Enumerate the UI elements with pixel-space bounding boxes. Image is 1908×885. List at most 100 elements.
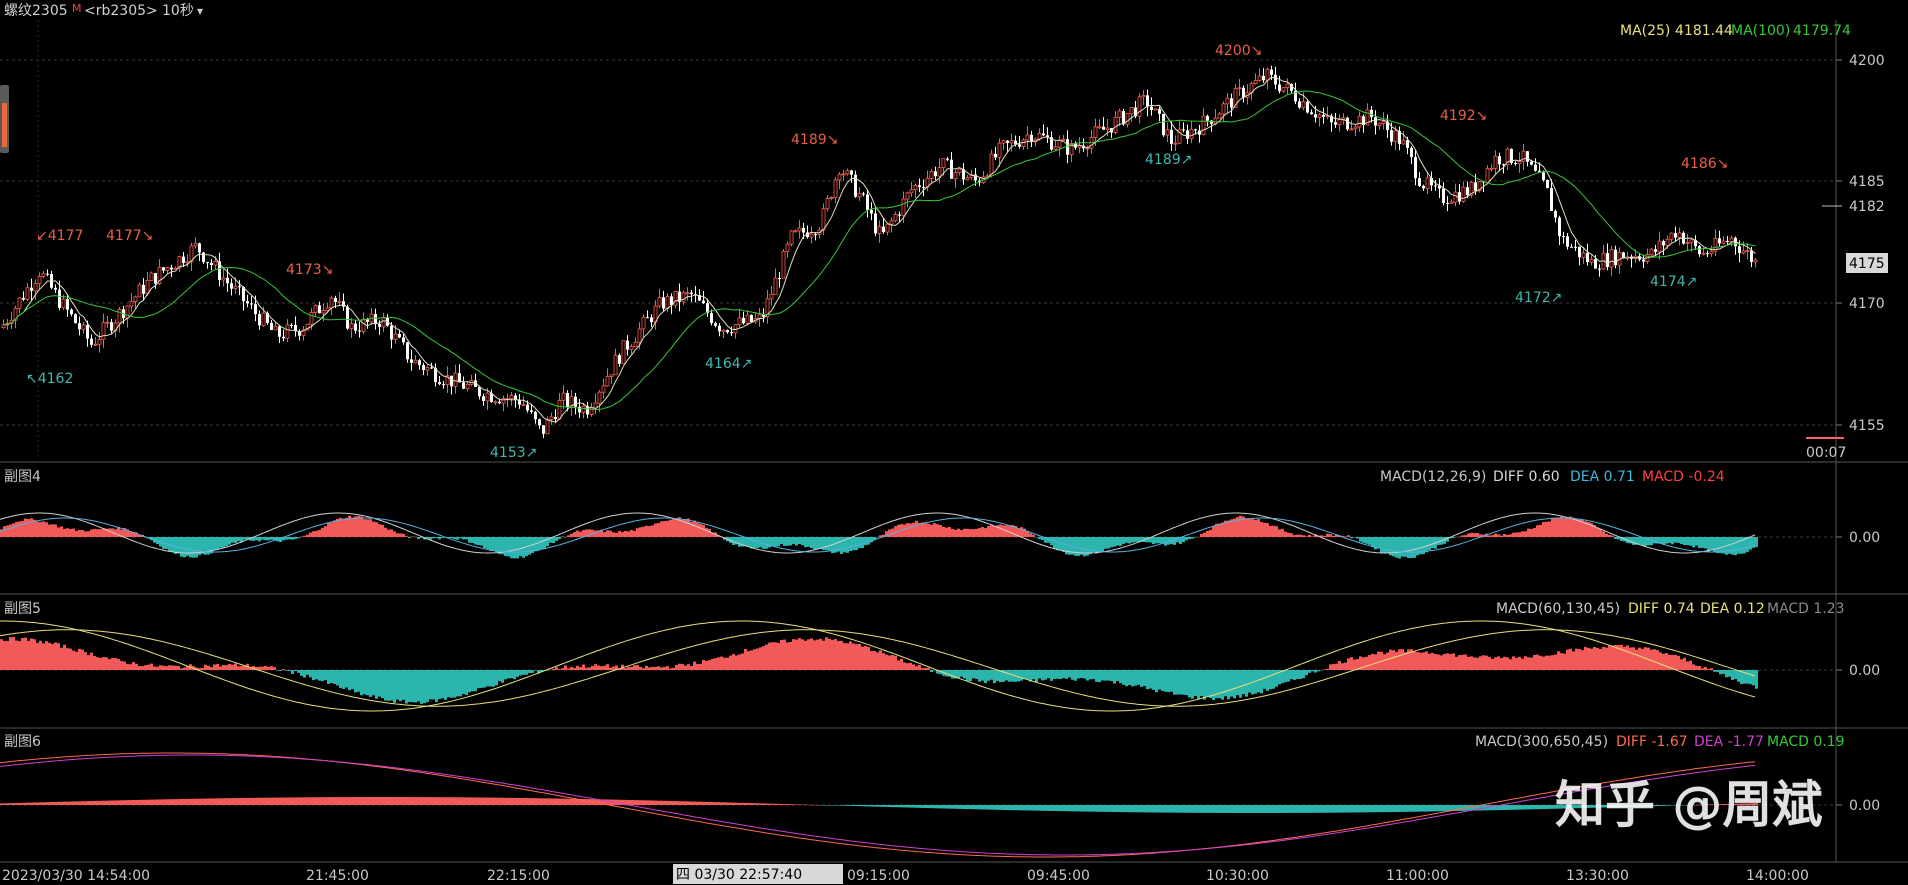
subchart-6[interactable]: 副图6 0.00 bbox=[0, 734, 1880, 858]
macd-diff: DIFF 0.74 bbox=[1628, 601, 1695, 617]
candle-body bbox=[1009, 140, 1014, 144]
macd-histogram-bar bbox=[1635, 805, 1638, 807]
macd-histogram-bar bbox=[1716, 804, 1719, 805]
macd-histogram-bar bbox=[648, 800, 651, 805]
candle-body bbox=[1701, 252, 1706, 255]
macd-histogram-bar bbox=[348, 670, 351, 691]
macd-histogram-bar bbox=[963, 805, 966, 810]
period-label[interactable]: 10秒 bbox=[162, 3, 194, 19]
macd-histogram-bar bbox=[219, 537, 222, 548]
macd-histogram-bar bbox=[1326, 533, 1329, 537]
macd-histogram-bar bbox=[1641, 648, 1644, 670]
macd-histogram-bar bbox=[381, 670, 384, 699]
candle-body bbox=[22, 297, 25, 300]
macd-histogram-bar bbox=[48, 524, 51, 537]
macd-histogram-bar bbox=[1407, 805, 1410, 812]
candle-body bbox=[554, 416, 557, 420]
subchart-5[interactable]: 副图5 0.00 bbox=[0, 601, 1880, 712]
macd-histogram-bar bbox=[885, 531, 888, 537]
macd-histogram-bar bbox=[159, 665, 162, 670]
macd-histogram-bar bbox=[1719, 804, 1722, 805]
macd-histogram-bar bbox=[1188, 670, 1191, 698]
macd-histogram-bar bbox=[1482, 655, 1485, 670]
macd-histogram-bar bbox=[279, 670, 282, 671]
candle-body bbox=[1466, 187, 1469, 196]
candle-body bbox=[1589, 258, 1594, 263]
macd-histogram-bar bbox=[1290, 533, 1293, 537]
macd-histogram-bar bbox=[0, 803, 3, 805]
macd-histogram-bar bbox=[1566, 649, 1569, 670]
macd-histogram-bar bbox=[1047, 670, 1050, 679]
diff-line bbox=[0, 512, 1756, 554]
macd-histogram-bar bbox=[9, 803, 12, 805]
macd-histogram-bar bbox=[1704, 804, 1707, 806]
macd-histogram-bar bbox=[1707, 668, 1710, 670]
candle-body bbox=[726, 330, 729, 333]
macd-histogram-bar bbox=[708, 660, 711, 670]
candle-body bbox=[198, 243, 201, 253]
macd-histogram-bar bbox=[978, 805, 981, 810]
macd-histogram-bar bbox=[42, 521, 45, 537]
macd-histogram-bar bbox=[966, 528, 969, 537]
candle-body bbox=[374, 314, 377, 325]
macd-histogram-bar bbox=[1113, 805, 1116, 812]
macd-histogram-bar bbox=[84, 652, 87, 670]
candle-body bbox=[1578, 246, 1581, 258]
macd-histogram-bar bbox=[840, 805, 843, 806]
macd-histogram-bar bbox=[1191, 537, 1194, 539]
macd-histogram-bar bbox=[1686, 537, 1689, 546]
macd-histogram-bar bbox=[372, 797, 375, 805]
candle-body bbox=[1622, 252, 1625, 259]
macd-histogram-bar bbox=[1377, 537, 1380, 549]
macd-histogram-bar bbox=[597, 799, 600, 805]
macd-histogram-bar bbox=[21, 521, 24, 537]
macd-histogram-bar bbox=[1152, 805, 1155, 813]
macd-histogram-bar bbox=[1218, 523, 1221, 537]
macd-histogram-bar bbox=[1053, 805, 1056, 812]
macd-histogram-bar bbox=[3, 803, 6, 805]
macd-histogram-bar bbox=[921, 668, 924, 670]
macd-histogram-bar bbox=[402, 797, 405, 805]
macd-histogram-bar bbox=[879, 650, 882, 670]
macd-histogram-bar bbox=[456, 670, 459, 697]
macd-histogram-bar bbox=[1197, 670, 1200, 699]
macd-histogram-bar bbox=[696, 801, 699, 805]
macd-histogram-bar bbox=[1500, 805, 1503, 811]
macd-histogram-bar bbox=[255, 537, 258, 541]
symbol-title[interactable]: 螺纹2305 bbox=[4, 3, 68, 19]
candle-body bbox=[458, 373, 461, 383]
macd-histogram-bar bbox=[450, 670, 453, 698]
macd-histogram-bar bbox=[696, 522, 699, 537]
chevron-down-icon[interactable]: ▾ bbox=[197, 4, 203, 18]
subchart-4[interactable]: 副图4 0.00 bbox=[0, 469, 1880, 559]
candlestick-chart[interactable] bbox=[1, 65, 1758, 439]
macd-histogram-bar bbox=[1512, 532, 1515, 537]
macd-histogram-bar bbox=[483, 797, 486, 805]
macd-histogram-bar bbox=[1545, 521, 1548, 537]
macd-histogram-bar bbox=[1443, 653, 1446, 670]
candle-body bbox=[730, 332, 733, 334]
macd-histogram-bar bbox=[777, 803, 780, 805]
macd-histogram-bar bbox=[969, 670, 972, 682]
macd-histogram-bar bbox=[309, 532, 312, 537]
candle-body bbox=[1170, 129, 1173, 144]
candle-body bbox=[1546, 179, 1549, 189]
macd-histogram-bar bbox=[1149, 670, 1152, 689]
macd-histogram-bar bbox=[648, 667, 651, 670]
macd-histogram-bar bbox=[1596, 805, 1599, 808]
candle-body bbox=[157, 266, 162, 284]
macd-histogram-bar bbox=[1539, 805, 1542, 810]
macd-histogram-bar bbox=[1020, 805, 1023, 811]
macd-histogram-bar bbox=[366, 519, 369, 537]
macd-histogram-bar bbox=[1542, 521, 1545, 537]
macd-histogram-bar bbox=[1692, 537, 1695, 548]
macd-histogram-bar bbox=[534, 798, 537, 805]
macd-histogram-bar bbox=[1023, 805, 1026, 811]
candle-body bbox=[1334, 122, 1337, 125]
macd-histogram-bar bbox=[1461, 805, 1464, 811]
macd-histogram-bar bbox=[1395, 805, 1398, 812]
macd-histogram-bar bbox=[1629, 805, 1632, 807]
macd-histogram-bar bbox=[480, 797, 483, 805]
macd-histogram-bar bbox=[1179, 805, 1182, 813]
macd-histogram-bar bbox=[852, 643, 855, 670]
